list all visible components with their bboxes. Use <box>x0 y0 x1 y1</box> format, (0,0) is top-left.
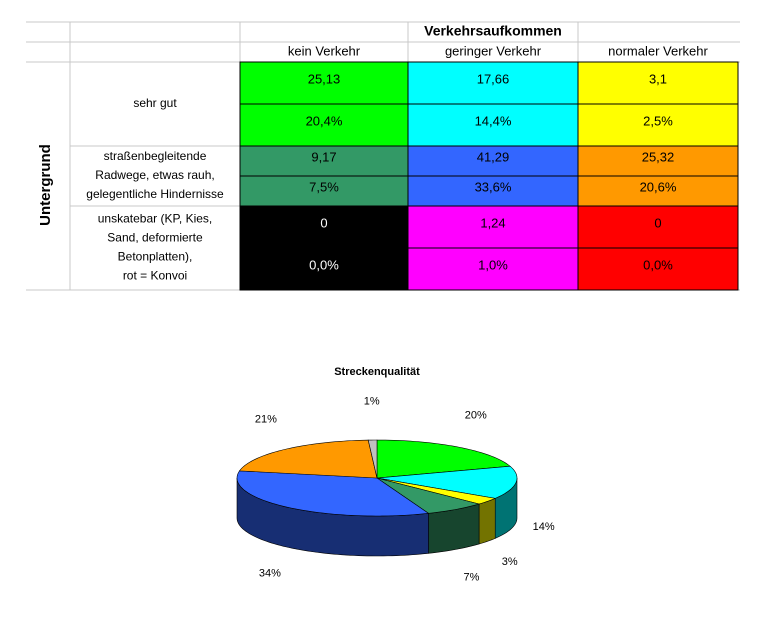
slice <box>376 477 481 514</box>
cell-text: 14,4% <box>475 113 512 128</box>
cell-text: 2,5% <box>643 113 673 128</box>
data-cell <box>577 247 739 291</box>
data-cell <box>239 61 409 105</box>
row-label: Sand, deformierte <box>107 231 203 245</box>
data-label: 21% <box>255 414 277 426</box>
cell-text: 0 <box>320 215 327 230</box>
data-cell <box>239 247 409 291</box>
cell-text: 20,4% <box>306 113 343 128</box>
data-cell <box>407 103 579 147</box>
row-group-header: Untergrund <box>37 144 54 226</box>
cell-text: 1,24 <box>480 215 505 230</box>
cell-text: 25,13 <box>308 71 341 86</box>
column-header: normaler Verkehr <box>608 43 708 58</box>
slice <box>376 439 511 479</box>
cell-text: 20,6% <box>640 179 677 194</box>
cell-text: 1,0% <box>478 257 508 272</box>
row-label: unskatebar (KP, Kies, <box>98 212 213 226</box>
data-label: 14% <box>533 521 555 533</box>
data-label: 7% <box>463 572 479 584</box>
cell-text: 25,32 <box>642 149 675 164</box>
data-cell <box>239 145 409 177</box>
row-label: Betonplatten), <box>118 250 193 264</box>
data-cell <box>577 175 739 207</box>
cell-text: 33,6% <box>475 179 512 194</box>
data-label: 1% <box>364 396 380 408</box>
cell-text: 0,0% <box>309 257 339 272</box>
data-label: 34% <box>259 568 281 580</box>
cell-text: 41,29 <box>477 149 510 164</box>
cell-text: 17,66 <box>477 71 510 86</box>
slice <box>236 470 430 517</box>
slice <box>376 477 497 505</box>
slice <box>376 465 518 499</box>
cell-text: 9,17 <box>311 149 336 164</box>
chart-title: Streckenqualität <box>334 366 420 378</box>
data-label: 3% <box>502 556 518 568</box>
cell-text: 0,0% <box>643 257 673 272</box>
row-label: rot = Konvoi <box>123 269 187 283</box>
data-cell <box>407 175 579 207</box>
row-label: sehr gut <box>133 96 177 110</box>
row-label: straßenbegleitende <box>104 149 207 163</box>
slice <box>238 439 378 479</box>
data-label: 20% <box>465 409 487 421</box>
slice <box>367 439 378 479</box>
group-header: Verkehrsaufkommen <box>424 23 562 39</box>
data-cell <box>407 247 579 291</box>
column-header: geringer Verkehr <box>445 43 542 58</box>
row-label: gelegentliche Hindernisse <box>86 187 224 201</box>
row-label: Radwege, etwas rauh, <box>95 168 214 182</box>
data-cell <box>239 103 409 147</box>
data-cell <box>407 145 579 177</box>
data-cell <box>407 61 579 105</box>
slice-side <box>478 497 496 545</box>
cell-text: 0 <box>654 215 661 230</box>
cell-text: 7,5% <box>309 179 339 194</box>
data-cell <box>577 205 739 249</box>
column-header: kein Verkehr <box>288 43 361 58</box>
data-cell <box>577 145 739 177</box>
cell-text: 3,1 <box>649 71 667 86</box>
